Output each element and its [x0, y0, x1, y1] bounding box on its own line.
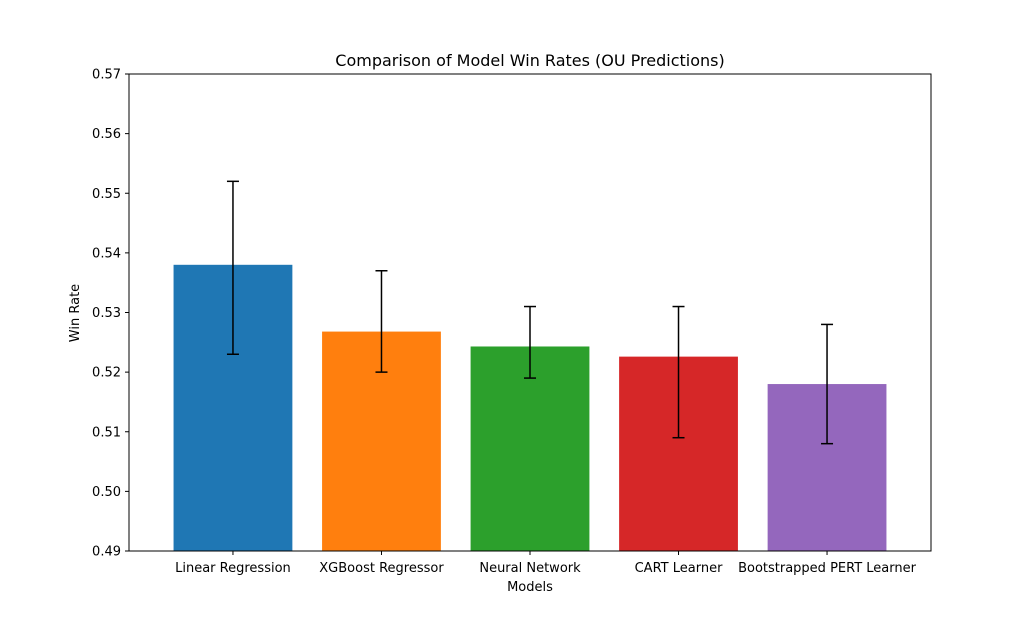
x-tick-label-2: Neural Network [479, 561, 581, 576]
y-tick-label-7: 0.56 [92, 127, 121, 142]
y-tick-label-1: 0.50 [92, 485, 121, 500]
y-tick-label-3: 0.52 [92, 366, 121, 381]
x-tick-label-1: XGBoost Regressor [319, 561, 444, 576]
x-axis-label: Models [507, 580, 553, 595]
y-tick-label-5: 0.54 [92, 246, 121, 261]
y-axis-label: Win Rate [68, 284, 83, 342]
x-axis: Linear Regression XGBoost Regressor Neural… [175, 551, 917, 576]
y-axis: 0.49 0.50 0.51 0.52 0.53 0.54 0.55 0.56 0.57 [92, 68, 129, 560]
y-tick-label-6: 0.55 [92, 187, 121, 202]
x-tick-label-4: Bootstrapped PERT Learner [738, 561, 917, 576]
x-tick-label-3: CART Learner [635, 561, 723, 576]
y-tick-label-0: 0.49 [92, 545, 121, 560]
chart-title: Comparison of Model Win Rates (OU Predic… [335, 51, 724, 70]
y-tick-label-8: 0.57 [92, 68, 121, 83]
bar-2 [470, 346, 590, 551]
x-tick-label-0: Linear Regression [175, 561, 291, 576]
y-tick-label-4: 0.53 [92, 306, 121, 321]
error-bars-layer [226, 180, 834, 445]
y-tick-label-2: 0.51 [92, 425, 121, 440]
